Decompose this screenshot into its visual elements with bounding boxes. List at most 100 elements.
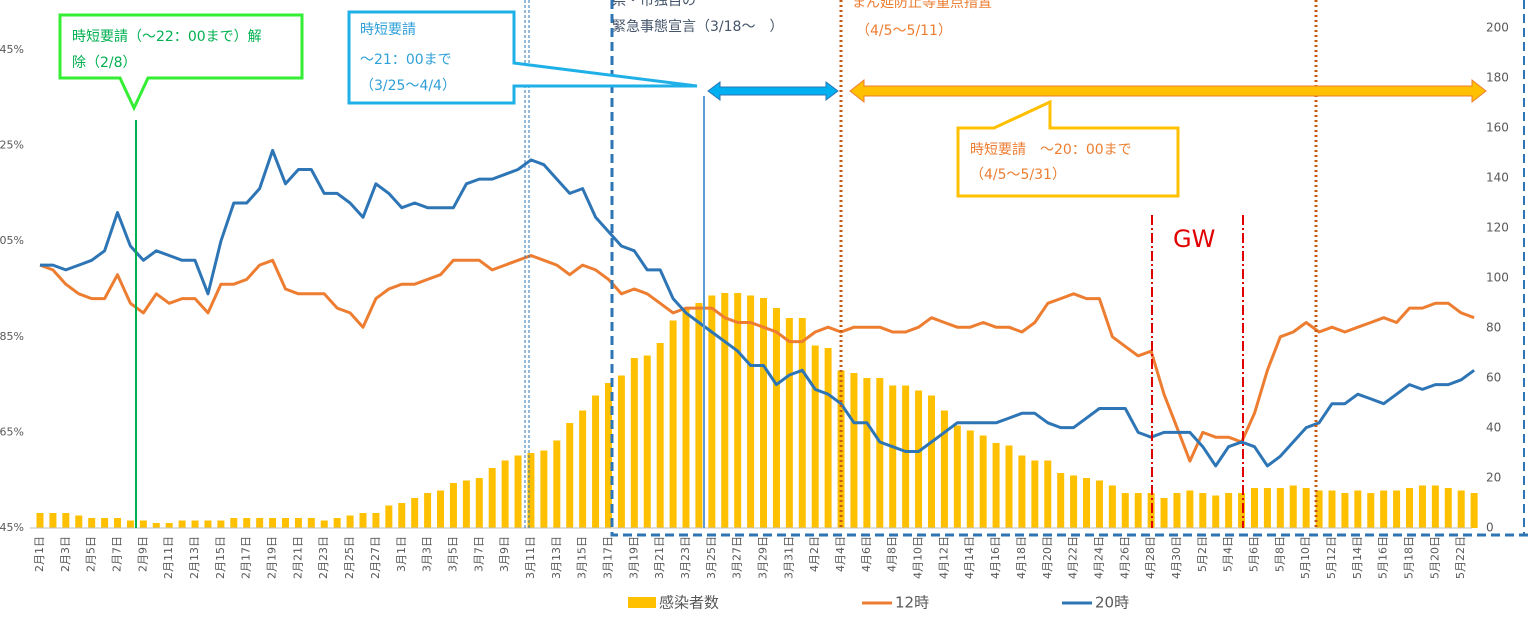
x-tick-label: 4月26日 — [1118, 536, 1131, 579]
bar — [1057, 473, 1065, 528]
plot-area: 45% 65% 85% 105% 125% 145% 0 20 40 60 80 100 120 140 1… — [0, 21, 1509, 612]
y-tick-label: 45% — [0, 521, 24, 534]
x-tick-label: 5月8日 — [1273, 536, 1286, 572]
x-tick-label: 5月6日 — [1247, 536, 1260, 572]
x-tick-label: 4月18日 — [1015, 536, 1028, 579]
bar — [178, 520, 186, 528]
x-tick-label: 3月5日 — [446, 536, 459, 572]
x-tick-label: 3月3日 — [421, 536, 434, 572]
bar — [1212, 495, 1220, 528]
bar — [863, 378, 871, 528]
bar — [191, 520, 199, 528]
bar — [1302, 488, 1310, 528]
bar — [966, 430, 974, 528]
x-tick-label: 5月20日 — [1428, 536, 1441, 579]
bar — [1250, 488, 1258, 528]
x-tick-label: 4月14日 — [963, 536, 976, 579]
bar — [1070, 475, 1078, 528]
x-tick-label: 2月25日 — [343, 536, 356, 579]
y2-tick-label: 200 — [1486, 21, 1509, 35]
bar — [1315, 490, 1323, 528]
bar — [656, 343, 664, 528]
annotation: GW — [1173, 225, 1215, 253]
bar — [1341, 493, 1349, 528]
x-tick-label: 4月2日 — [808, 536, 821, 572]
x-tick-label: 5月16日 — [1377, 536, 1390, 579]
bar — [462, 480, 470, 528]
bar — [1406, 488, 1414, 528]
bar — [592, 395, 600, 528]
legend-label: 12時 — [895, 594, 929, 612]
bar — [437, 490, 445, 528]
bar — [643, 355, 651, 528]
bar — [760, 298, 768, 528]
x-tick-label: 5月22日 — [1454, 536, 1467, 579]
bar — [320, 520, 328, 528]
bar — [889, 385, 897, 528]
x-tick-label: 5月18日 — [1403, 536, 1416, 579]
annotation: 時短要請 ～20：00まで — [970, 142, 1132, 158]
bar — [152, 523, 160, 528]
bar — [475, 478, 483, 528]
x-tick-label: 4月10日 — [912, 536, 925, 579]
annotation: （4/5～5/11） — [856, 23, 952, 39]
x-tick-label: 2月1日 — [33, 536, 46, 572]
bar — [850, 373, 858, 528]
y2-tick-label: 140 — [1486, 171, 1509, 185]
x-tick-label: 4月28日 — [1144, 536, 1157, 579]
bar — [230, 518, 238, 528]
x-tick-label: 4月30日 — [1170, 536, 1183, 579]
bar — [49, 513, 57, 528]
bar — [88, 518, 96, 528]
bar — [876, 378, 884, 528]
bar — [824, 348, 832, 528]
bar — [398, 503, 406, 528]
x-tick-label: 4月4日 — [834, 536, 847, 572]
x-tick-label: 2月9日 — [136, 536, 149, 572]
bar — [1173, 493, 1181, 528]
callout-box — [956, 99, 1180, 198]
x-tick-label: 4月24日 — [1092, 536, 1105, 579]
x-tick-label: 3月21日 — [653, 536, 666, 579]
y2-tick-label: 80 — [1486, 321, 1501, 335]
x-tick-label: 3月11日 — [524, 536, 537, 579]
bar — [1393, 490, 1401, 528]
x-tick-label: 3月15日 — [576, 536, 589, 579]
bar — [708, 295, 716, 528]
x-tick-label: 4月16日 — [989, 536, 1002, 579]
x-tick-label: 3月27日 — [731, 536, 744, 579]
bar — [785, 318, 793, 528]
bar — [281, 518, 289, 528]
y-tick-label: 85% — [0, 330, 24, 343]
bar — [721, 293, 729, 528]
bar — [1018, 455, 1026, 528]
annotation: まん延防止等重点措置 — [852, 0, 992, 11]
bar — [243, 518, 251, 528]
y2-tick-label: 0 — [1486, 521, 1494, 535]
bar — [294, 518, 302, 528]
x-tick-label: 5月14日 — [1351, 536, 1364, 579]
bar — [411, 498, 419, 528]
bar — [1160, 498, 1168, 528]
bar — [346, 515, 354, 528]
annotation: ～21：00まで — [360, 52, 452, 68]
x-tick-label: 2月17日 — [240, 536, 253, 579]
x-tick-label: 2月7日 — [111, 536, 124, 572]
x-tick-label: 3月31日 — [782, 536, 795, 579]
bar — [1354, 490, 1362, 528]
bar — [1225, 493, 1233, 528]
bar — [36, 513, 44, 528]
bar — [772, 308, 780, 528]
line-series — [40, 148, 1475, 468]
x-tick-label: 4月6日 — [860, 536, 873, 572]
bar — [630, 358, 638, 528]
y-tick-label: 125% — [0, 139, 24, 152]
bar — [1238, 493, 1246, 528]
x-tick-label: 4月22日 — [1067, 536, 1080, 579]
y-tick-label: 105% — [0, 234, 24, 247]
period-arrow — [849, 78, 1487, 104]
x-tick-label: 2月13日 — [188, 536, 201, 579]
bar — [604, 383, 612, 528]
bar — [1380, 490, 1388, 528]
